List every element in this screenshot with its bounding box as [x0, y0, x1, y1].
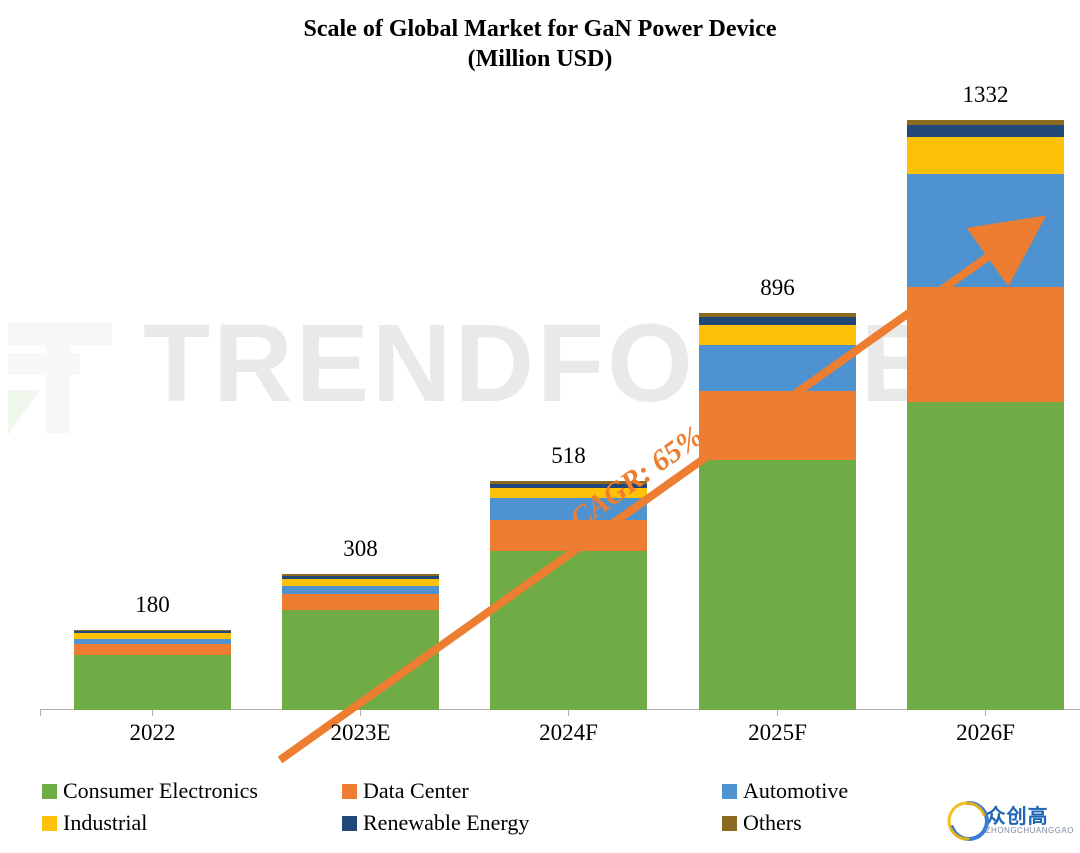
seg-consumer-electronics — [490, 551, 647, 710]
legend-item-consumer-electronics: Consumer Electronics — [42, 778, 258, 804]
seg-industrial — [282, 579, 439, 586]
seg-data-center — [699, 391, 856, 460]
x-axis-labels: 2022 2023E 2024F 2025F 2026F — [40, 720, 1080, 756]
seg-automotive — [490, 498, 647, 520]
legend-item-data-center: Data Center — [342, 778, 469, 804]
bar-2022: 180 — [74, 630, 231, 710]
seg-industrial — [699, 325, 856, 344]
bar-2023E: 308 — [282, 574, 439, 710]
corner-logo-cn: 众创高 — [986, 807, 1074, 827]
seg-industrial — [490, 488, 647, 498]
x-tick — [985, 710, 986, 716]
legend-label: Automotive — [743, 778, 848, 804]
seg-renewable-energy — [699, 317, 856, 325]
legend-item-industrial: Industrial — [42, 810, 147, 836]
x-label-2023E: 2023E — [282, 720, 439, 746]
seg-consumer-electronics — [699, 460, 856, 710]
legend-item-others: Others — [722, 810, 802, 836]
seg-renewable-energy — [282, 576, 439, 579]
legend-swatch — [342, 784, 357, 799]
x-label-2026F: 2026F — [907, 720, 1064, 746]
corner-logo-en: ZHONGCHUANGGAO — [986, 827, 1074, 835]
seg-others — [490, 481, 647, 484]
corner-logo-icon — [946, 799, 990, 843]
seg-others — [282, 574, 439, 576]
chart-title: Scale of Global Market for GaN Power Dev… — [0, 14, 1080, 74]
seg-automotive — [74, 639, 231, 644]
legend-item-automotive: Automotive — [722, 778, 848, 804]
seg-consumer-electronics — [74, 655, 231, 710]
seg-data-center — [490, 520, 647, 551]
bar-total-label: 180 — [74, 592, 231, 618]
legend-swatch — [342, 816, 357, 831]
seg-data-center — [74, 644, 231, 655]
bar-2026F: 1332 — [907, 120, 1064, 710]
legend-swatch — [722, 784, 737, 799]
x-label-2024F: 2024F — [490, 720, 647, 746]
legend-item-renewable-energy: Renewable Energy — [342, 810, 529, 836]
bar-total-label: 308 — [282, 536, 439, 562]
seg-automotive — [907, 174, 1064, 287]
bar-total-label: 896 — [699, 275, 856, 301]
seg-others — [74, 630, 231, 631]
chart-title-line2: (Million USD) — [0, 44, 1080, 74]
legend-swatch — [42, 784, 57, 799]
plot-area: 1803085188961332 CAGR: 65% — [40, 90, 1080, 710]
seg-industrial — [907, 137, 1064, 175]
x-tick — [568, 710, 569, 716]
bar-total-label: 518 — [490, 443, 647, 469]
seg-data-center — [907, 287, 1064, 402]
x-tick — [360, 710, 361, 716]
chart-title-line1: Scale of Global Market for GaN Power Dev… — [0, 14, 1080, 44]
x-label-2022: 2022 — [74, 720, 231, 746]
legend-label: Consumer Electronics — [63, 778, 258, 804]
legend-label: Industrial — [63, 810, 147, 836]
x-tick — [152, 710, 153, 716]
seg-industrial — [74, 633, 231, 639]
seg-automotive — [282, 586, 439, 595]
corner-logo: 众创高 ZHONGCHUANGGAO — [946, 799, 1074, 843]
seg-consumer-electronics — [907, 402, 1064, 710]
x-tick — [777, 710, 778, 716]
bar-2025F: 896 — [699, 313, 856, 710]
axis-origin-tick — [40, 710, 41, 716]
seg-consumer-electronics — [282, 610, 439, 710]
legend-label: Data Center — [363, 778, 469, 804]
legend-label: Others — [743, 810, 802, 836]
legend-swatch — [42, 816, 57, 831]
seg-renewable-energy — [490, 484, 647, 488]
bar-2024F: 518 — [490, 481, 647, 710]
legend-label: Renewable Energy — [363, 810, 529, 836]
x-label-2025F: 2025F — [699, 720, 856, 746]
seg-renewable-energy — [907, 125, 1064, 136]
legend-swatch — [722, 816, 737, 831]
seg-data-center — [282, 594, 439, 610]
seg-automotive — [699, 345, 856, 392]
seg-renewable-energy — [74, 631, 231, 632]
seg-others — [907, 120, 1064, 125]
seg-others — [699, 313, 856, 317]
bar-total-label: 1332 — [907, 82, 1064, 108]
